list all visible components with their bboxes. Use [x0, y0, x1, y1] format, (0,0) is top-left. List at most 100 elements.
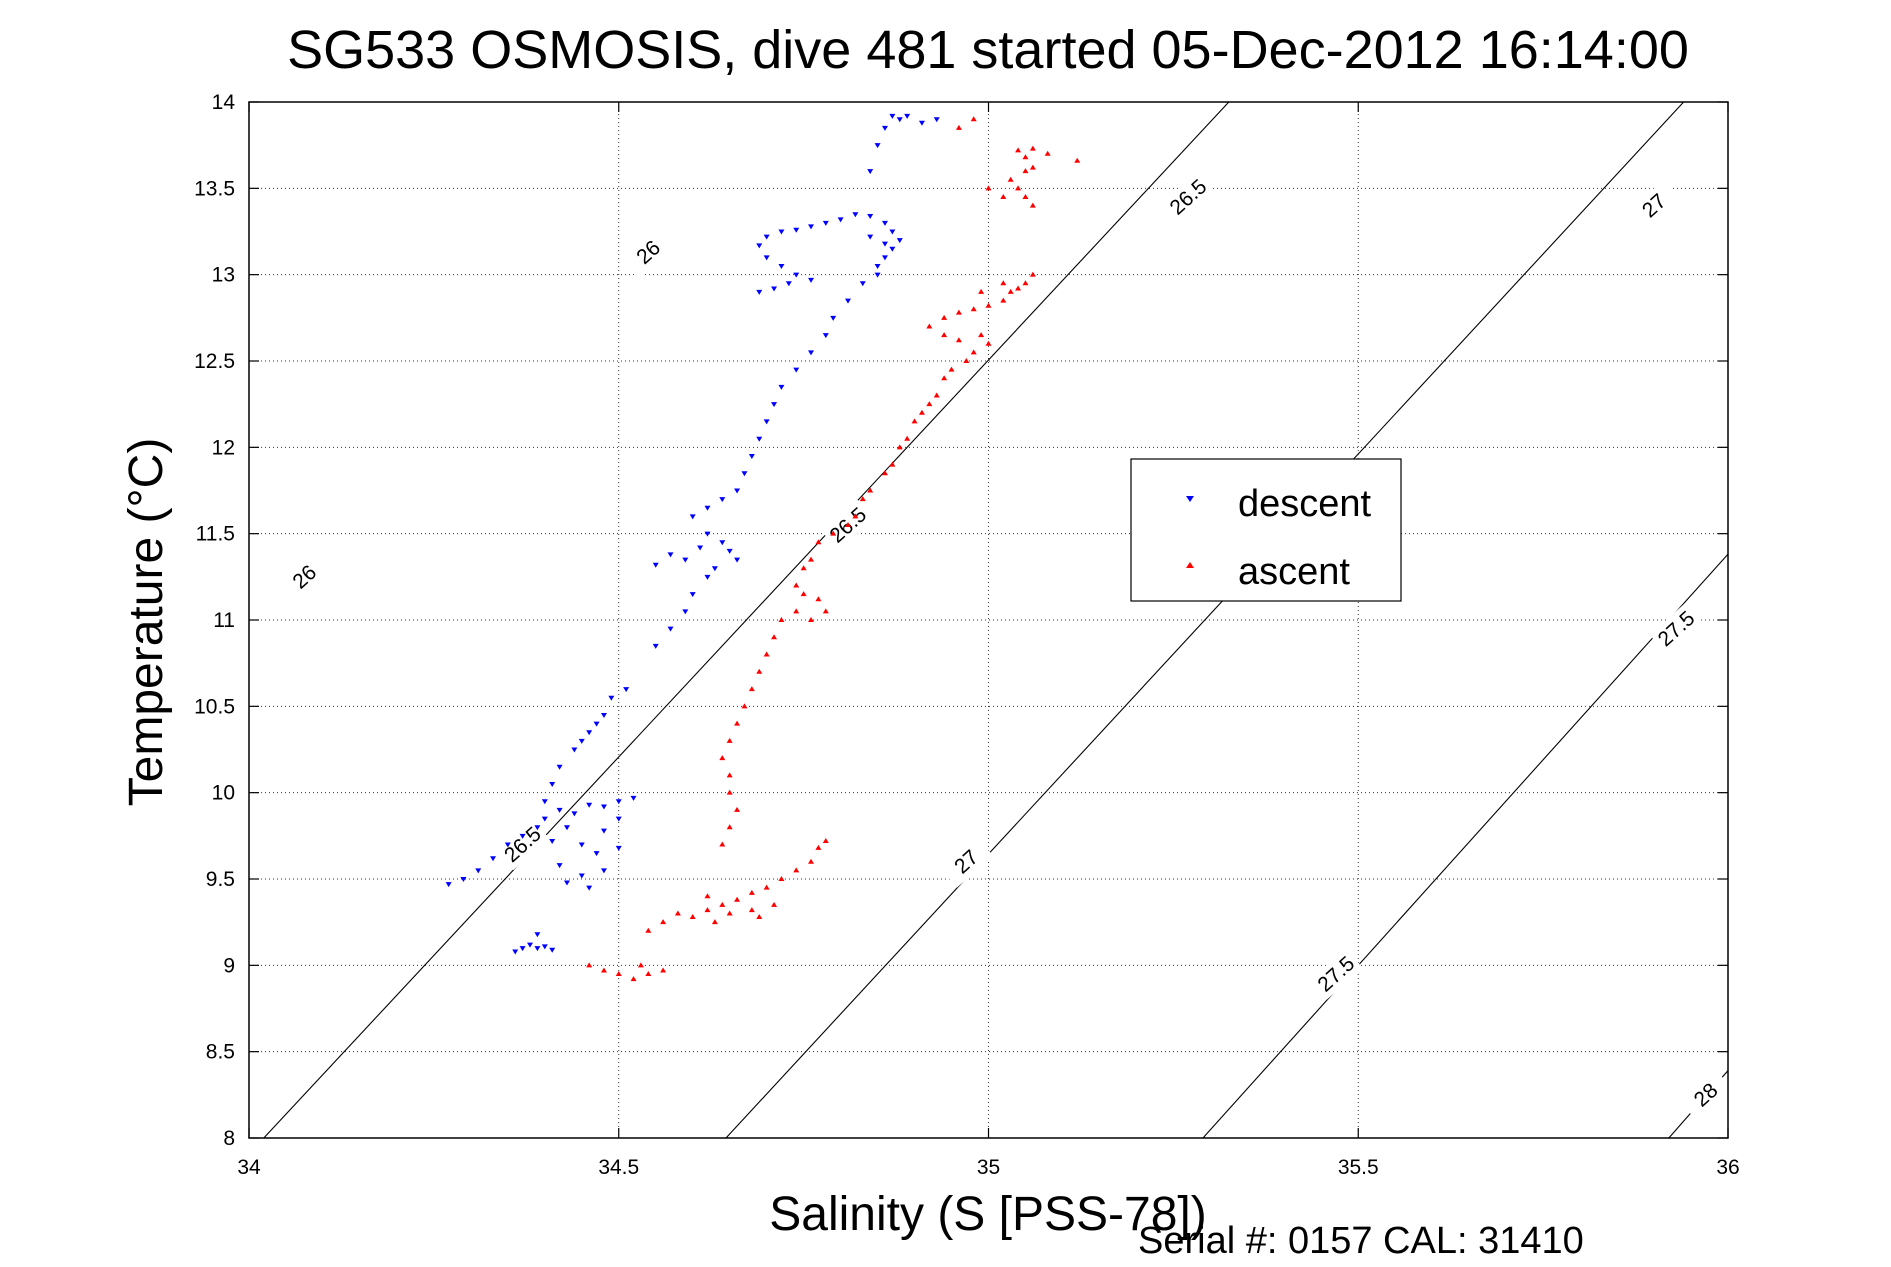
- descent-point: [549, 839, 556, 845]
- descent-point: [763, 234, 770, 240]
- descent-point: [734, 488, 741, 494]
- descent-point: [822, 220, 829, 226]
- ascent-point: [985, 302, 992, 308]
- descent-point: [881, 125, 888, 131]
- descent-point: [859, 281, 866, 287]
- ascent-point: [933, 392, 940, 398]
- ascent-point: [719, 841, 726, 847]
- descent-point: [697, 545, 704, 551]
- descent-point: [519, 946, 526, 952]
- legend-ascent-label: ascent: [1238, 551, 1350, 593]
- ascent-point: [815, 844, 822, 850]
- contour-label-backdrop: [496, 818, 550, 871]
- descent-point: [896, 117, 903, 123]
- contour-label-backdrop: [1161, 171, 1215, 223]
- descent-point: [534, 932, 541, 938]
- ascent-point: [748, 907, 755, 913]
- ascent-point: [719, 901, 726, 907]
- descent-point: [771, 402, 778, 408]
- legend-ascent-marker: [1186, 562, 1194, 568]
- ascent-point: [660, 967, 667, 973]
- ascent-point: [941, 375, 948, 381]
- ascent-point: [1000, 297, 1007, 303]
- descent-point: [704, 505, 711, 511]
- ascent-point: [963, 358, 970, 363]
- ascent-point: [815, 596, 822, 602]
- y-tick-label: 12: [212, 436, 235, 459]
- descent-point: [445, 882, 452, 888]
- descent-point: [889, 113, 896, 119]
- descent-point: [763, 255, 770, 261]
- descent-point: [689, 592, 696, 598]
- ascent-point: [844, 522, 851, 528]
- ascent-point: [978, 288, 985, 294]
- descent-point: [704, 574, 711, 580]
- ascent-point: [1000, 280, 1007, 286]
- descent-point: [867, 213, 874, 219]
- ascent-point: [859, 496, 866, 502]
- y-tick-label: 10.5: [194, 695, 235, 718]
- ascent-point: [793, 608, 800, 614]
- descent-point: [756, 289, 763, 295]
- ascent-point: [741, 703, 748, 709]
- ascent-point: [800, 591, 807, 597]
- contour-label-backdrop: [1679, 1069, 1733, 1121]
- descent-point: [689, 514, 696, 520]
- ascent-point: [822, 608, 829, 614]
- ascent-point: [771, 634, 778, 640]
- descent-point: [600, 828, 607, 834]
- ascent-point: [978, 332, 985, 338]
- descent-point: [460, 877, 467, 882]
- descent-point: [615, 845, 622, 851]
- density-contour-26-5: [725, 102, 1685, 1138]
- y-tick-label: 13.5: [194, 177, 235, 200]
- ascent-point: [904, 435, 911, 441]
- descent-point: [704, 531, 711, 537]
- legend: descent ascent: [1130, 458, 1402, 602]
- descent-point: [756, 436, 763, 442]
- density-contour-26: [263, 102, 1230, 1138]
- ascent-point: [1044, 150, 1051, 156]
- ascent-point: [970, 116, 977, 122]
- ascent-point: [1015, 185, 1022, 191]
- ascent-point: [586, 962, 593, 968]
- ascent-point: [637, 962, 644, 968]
- ascent-point: [1007, 176, 1014, 182]
- y-tick-label: 8.5: [206, 1041, 235, 1064]
- descent-point: [778, 229, 785, 235]
- descent-point: [726, 548, 733, 554]
- ascent-point: [600, 967, 607, 973]
- descent-point: [512, 949, 519, 955]
- ascent-point: [734, 896, 741, 902]
- contour-label-backdrop: [939, 836, 993, 888]
- y-tick-label: 9.5: [206, 868, 235, 891]
- ascent-point: [615, 970, 622, 976]
- x-axis-label: Salinity (S [PSS-78]): [769, 1188, 1206, 1241]
- ascent-point: [881, 470, 888, 476]
- ascent-point: [756, 913, 763, 919]
- descent-point: [600, 712, 607, 718]
- ascent-point: [726, 824, 733, 830]
- chart-title: SG533 OSMOSIS, dive 481 started 05-Dec-2…: [287, 20, 1689, 80]
- ascent-point: [808, 556, 815, 562]
- contour-label-backdrop: [1627, 179, 1681, 232]
- descent-point: [881, 255, 888, 261]
- descent-point: [719, 540, 726, 546]
- descent-point: [771, 286, 778, 292]
- descent-point: [682, 557, 689, 563]
- descent-point: [852, 212, 859, 218]
- descent-point: [600, 868, 607, 874]
- ascent-point: [778, 617, 785, 622]
- ascent-point: [815, 539, 822, 545]
- ascent-point: [726, 789, 733, 795]
- descent-point: [904, 113, 911, 119]
- ascent-point: [955, 124, 962, 130]
- ascent-point: [1022, 193, 1029, 199]
- y-tick-label: 11.5: [196, 523, 235, 546]
- descent-point: [889, 246, 896, 252]
- ascent-point: [689, 913, 696, 919]
- descent-point: [563, 880, 570, 886]
- descent-point: [578, 873, 585, 879]
- descent-point: [586, 730, 593, 736]
